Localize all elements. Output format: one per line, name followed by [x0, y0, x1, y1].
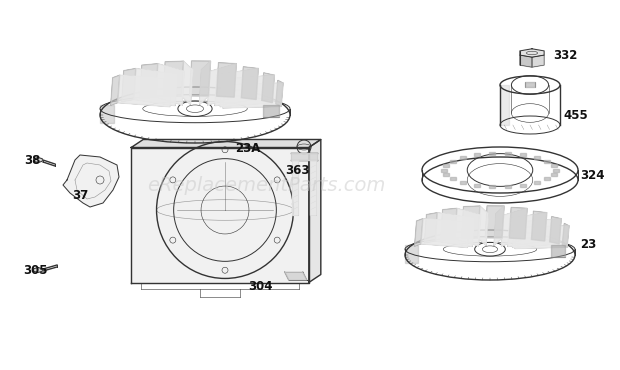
Polygon shape: [285, 272, 307, 280]
Polygon shape: [425, 213, 437, 243]
Polygon shape: [118, 75, 172, 107]
Polygon shape: [509, 208, 527, 239]
Polygon shape: [478, 206, 488, 246]
Polygon shape: [443, 164, 449, 167]
Polygon shape: [520, 184, 526, 186]
Text: 37: 37: [72, 188, 88, 202]
Polygon shape: [520, 49, 544, 57]
Polygon shape: [562, 223, 569, 247]
Polygon shape: [435, 213, 474, 246]
Polygon shape: [460, 181, 466, 184]
Polygon shape: [474, 184, 480, 186]
Polygon shape: [405, 245, 418, 262]
Polygon shape: [208, 64, 236, 105]
Polygon shape: [309, 139, 321, 283]
Polygon shape: [534, 156, 540, 159]
Polygon shape: [551, 173, 557, 176]
Polygon shape: [489, 185, 495, 188]
Polygon shape: [310, 160, 316, 215]
Polygon shape: [131, 148, 309, 283]
Polygon shape: [241, 67, 258, 100]
Polygon shape: [531, 211, 547, 241]
Polygon shape: [551, 245, 565, 257]
Polygon shape: [415, 219, 423, 246]
Text: 332: 332: [553, 48, 577, 61]
Polygon shape: [544, 159, 550, 162]
Text: 305: 305: [23, 265, 48, 278]
Polygon shape: [513, 219, 561, 248]
Polygon shape: [520, 55, 532, 67]
Polygon shape: [553, 168, 559, 172]
Polygon shape: [262, 73, 274, 103]
Polygon shape: [33, 268, 42, 272]
Polygon shape: [502, 208, 527, 246]
Polygon shape: [474, 154, 480, 157]
Polygon shape: [455, 208, 480, 246]
Polygon shape: [156, 64, 184, 105]
Polygon shape: [100, 104, 114, 124]
Polygon shape: [460, 156, 466, 159]
Polygon shape: [200, 61, 211, 105]
Polygon shape: [485, 206, 504, 238]
Polygon shape: [534, 181, 540, 184]
Polygon shape: [163, 61, 184, 97]
Polygon shape: [450, 159, 456, 162]
Polygon shape: [441, 168, 447, 172]
Polygon shape: [220, 75, 274, 107]
Polygon shape: [520, 154, 526, 157]
Polygon shape: [140, 64, 157, 99]
Polygon shape: [134, 68, 177, 106]
Polygon shape: [33, 158, 42, 162]
Polygon shape: [421, 219, 469, 248]
Polygon shape: [182, 61, 193, 105]
Polygon shape: [292, 160, 298, 215]
Polygon shape: [489, 152, 495, 155]
Text: 38: 38: [24, 154, 40, 166]
Polygon shape: [461, 206, 480, 239]
Polygon shape: [441, 208, 457, 240]
Polygon shape: [532, 55, 544, 67]
Polygon shape: [190, 61, 211, 96]
Polygon shape: [131, 139, 321, 148]
Text: 363: 363: [285, 164, 309, 176]
Text: eReplacementParts.com: eReplacementParts.com: [148, 175, 386, 195]
Polygon shape: [111, 75, 120, 105]
Polygon shape: [525, 82, 534, 87]
Polygon shape: [505, 185, 511, 188]
Text: 455: 455: [563, 108, 588, 121]
Polygon shape: [450, 178, 456, 181]
Polygon shape: [216, 63, 236, 97]
Polygon shape: [551, 164, 557, 167]
Text: 304: 304: [248, 280, 273, 293]
Polygon shape: [63, 155, 119, 207]
Polygon shape: [500, 85, 509, 125]
Polygon shape: [550, 217, 561, 244]
Polygon shape: [291, 153, 317, 160]
Polygon shape: [544, 178, 550, 181]
Text: 23A: 23A: [235, 141, 260, 155]
Text: 324: 324: [580, 168, 604, 182]
Polygon shape: [505, 152, 511, 155]
Polygon shape: [122, 68, 136, 102]
Polygon shape: [215, 68, 258, 106]
Polygon shape: [443, 173, 449, 176]
Text: 23: 23: [580, 239, 596, 252]
Polygon shape: [264, 105, 278, 117]
Polygon shape: [494, 206, 504, 246]
Polygon shape: [223, 83, 283, 108]
Polygon shape: [508, 213, 547, 246]
Polygon shape: [276, 80, 283, 107]
Polygon shape: [515, 226, 569, 249]
